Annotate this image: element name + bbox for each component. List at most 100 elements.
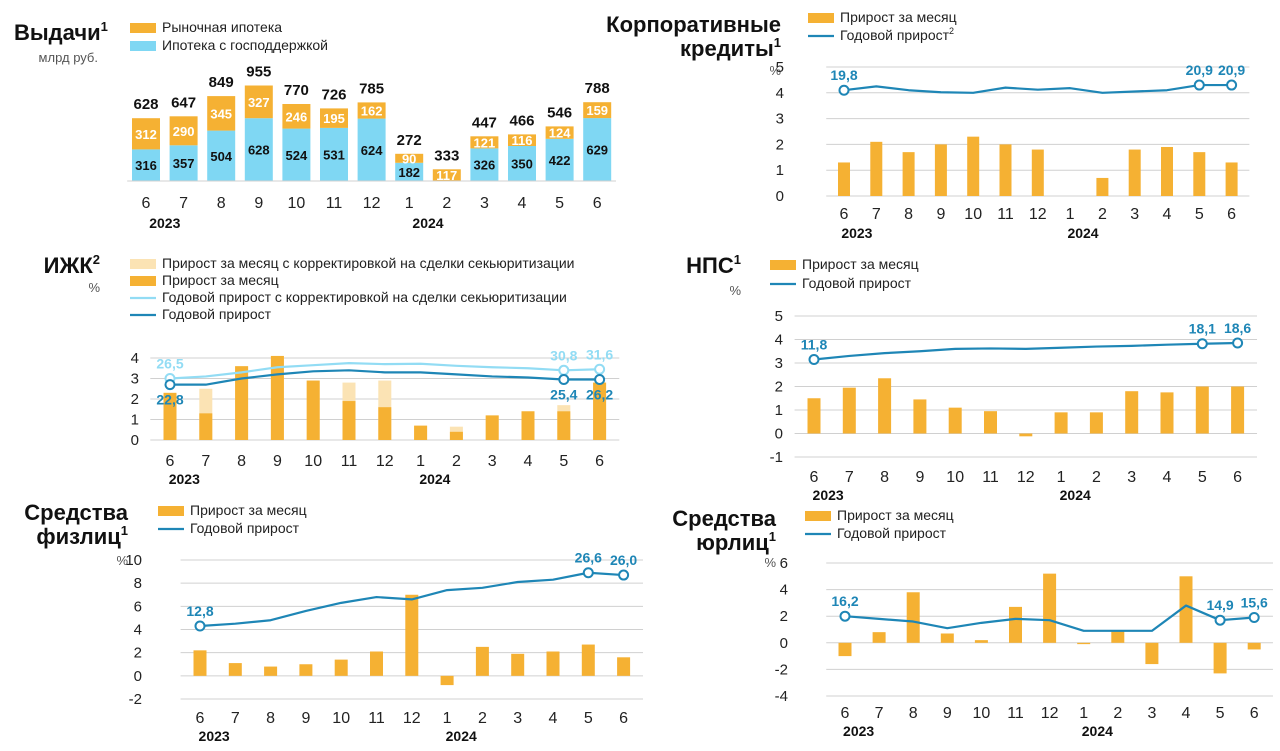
legend-label: Годовой прирост bbox=[190, 520, 300, 536]
x-tick: 3 bbox=[1147, 705, 1156, 722]
legend-swatch bbox=[130, 23, 156, 33]
y-tick: 0 bbox=[776, 188, 784, 205]
x-tick: 1 bbox=[405, 195, 414, 212]
y-tick: 4 bbox=[775, 332, 783, 349]
y-tick: 4 bbox=[134, 622, 142, 639]
marker bbox=[618, 569, 630, 581]
bar-monthly bbox=[546, 651, 560, 676]
x-tick: 3 bbox=[488, 453, 497, 470]
x-tick: 4 bbox=[549, 710, 558, 727]
bar-monthly bbox=[334, 659, 348, 676]
bar-label-market: 159 bbox=[586, 103, 608, 118]
y-tick: 5 bbox=[776, 59, 784, 76]
year-label: 2023 bbox=[813, 487, 844, 503]
bar-gov bbox=[320, 127, 348, 181]
x-tick: 8 bbox=[880, 469, 889, 486]
x-tick: 12 bbox=[1017, 469, 1035, 486]
x-tick: 1 bbox=[416, 453, 425, 470]
line-yearly bbox=[169, 362, 600, 380]
bar-label-gov: 326 bbox=[474, 158, 496, 173]
bar-total: 447 bbox=[472, 114, 497, 131]
x-tick: 2 bbox=[1113, 705, 1122, 722]
bar-monthly bbox=[1161, 146, 1173, 196]
y-tick: 2 bbox=[775, 379, 783, 396]
bar-monthly bbox=[940, 633, 954, 643]
x-tick: 11 bbox=[997, 206, 1014, 223]
y-tick: 5 bbox=[775, 308, 783, 325]
bar-market bbox=[320, 108, 348, 128]
legend-label: Годовой прирост2 bbox=[840, 26, 954, 43]
legend-label: Годовой прирост bbox=[802, 275, 912, 291]
x-tick: 6 bbox=[841, 705, 850, 722]
bar-monthly bbox=[1231, 386, 1245, 434]
x-tick: 12 bbox=[376, 453, 394, 470]
bar-monthly bbox=[967, 136, 980, 196]
bar-monthly bbox=[1195, 386, 1209, 434]
marker bbox=[582, 567, 594, 579]
bar-market bbox=[132, 118, 160, 150]
bar-monthly bbox=[1089, 412, 1103, 434]
x-tick: 2 bbox=[478, 710, 487, 727]
bar-label-gov: 629 bbox=[586, 143, 608, 158]
x-tick: 11 bbox=[982, 469, 999, 486]
bar-monthly bbox=[984, 411, 997, 434]
y-tick: 0 bbox=[775, 426, 783, 443]
legend-swatch bbox=[130, 276, 156, 286]
bar-market bbox=[432, 169, 461, 181]
x-tick: 11 bbox=[1007, 705, 1024, 722]
data-label: 18,1 bbox=[1189, 321, 1216, 337]
bar-monthly bbox=[378, 407, 392, 440]
bar-monthly bbox=[1213, 642, 1227, 674]
y-tick: 3 bbox=[775, 355, 783, 372]
x-tick: 4 bbox=[1163, 469, 1172, 486]
x-tick: 10 bbox=[973, 705, 991, 722]
x-tick: 5 bbox=[584, 710, 593, 727]
legend-swatch bbox=[805, 511, 831, 521]
legend-swatch bbox=[130, 259, 156, 269]
data-label: 19,8 bbox=[830, 67, 857, 83]
bar-total: 546 bbox=[547, 104, 572, 121]
year-label: 2024 bbox=[1082, 723, 1113, 739]
year-label: 2023 bbox=[149, 215, 180, 231]
x-tick: 9 bbox=[936, 206, 945, 223]
bar-monthly bbox=[1111, 630, 1125, 643]
x-tick: 8 bbox=[904, 206, 913, 223]
bar-monthly bbox=[1160, 392, 1174, 434]
data-label: 26,2 bbox=[586, 387, 613, 403]
y-tick: 10 bbox=[125, 552, 142, 569]
bar-monthly bbox=[199, 413, 213, 440]
bar-monthly bbox=[440, 675, 454, 686]
bar-monthly bbox=[1031, 149, 1044, 196]
y-tick: 1 bbox=[775, 402, 783, 419]
y-tick: -1 bbox=[770, 449, 783, 466]
bar-gov bbox=[545, 138, 574, 181]
unit-label: % bbox=[88, 280, 100, 295]
year-label: 2023 bbox=[843, 723, 874, 739]
chart-title-line: НПС1 bbox=[686, 252, 741, 278]
legend-label: Прирост за месяц bbox=[840, 9, 957, 25]
bar-label-market: 124 bbox=[549, 126, 571, 141]
x-tick: 6 bbox=[1227, 206, 1236, 223]
data-label: 18,6 bbox=[1224, 320, 1251, 336]
bar-monthly bbox=[906, 592, 920, 643]
bar-monthly bbox=[999, 144, 1012, 196]
chart-title-line: ИЖК2 bbox=[44, 252, 100, 278]
y-tick: 0 bbox=[134, 668, 142, 685]
data-label: 20,9 bbox=[1218, 62, 1245, 78]
x-tick: 8 bbox=[237, 453, 246, 470]
y-tick: 1 bbox=[131, 412, 139, 429]
bar-total: 272 bbox=[397, 132, 422, 149]
bar-monthly bbox=[521, 411, 535, 440]
bar-monthly bbox=[299, 664, 313, 676]
bar-monthly bbox=[193, 650, 207, 676]
bar-market bbox=[207, 96, 236, 131]
year-label: 2024 bbox=[419, 471, 450, 487]
x-tick: 10 bbox=[964, 206, 982, 223]
bar-gov bbox=[508, 146, 536, 181]
bar-market bbox=[244, 85, 273, 119]
bar-monthly bbox=[870, 141, 883, 196]
x-tick: 10 bbox=[332, 710, 350, 727]
chart-title-line: юрлиц1 bbox=[696, 529, 776, 555]
bar-label-gov: 624 bbox=[361, 143, 383, 158]
